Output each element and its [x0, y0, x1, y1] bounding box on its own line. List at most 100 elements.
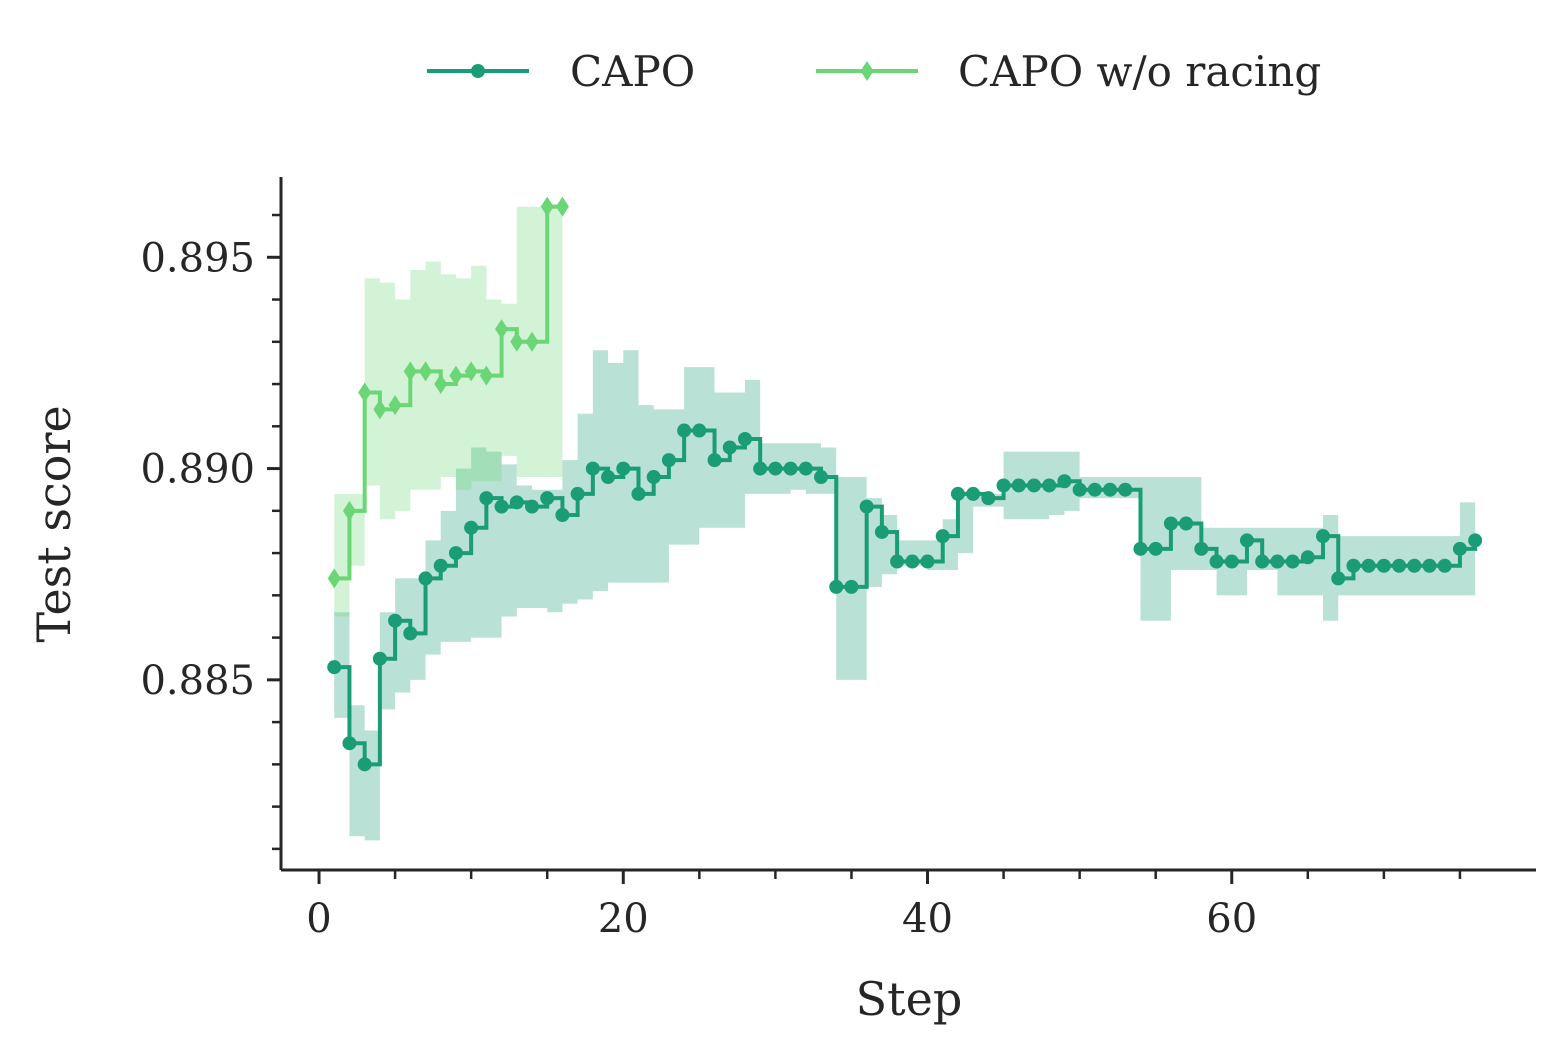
data-point [920, 554, 935, 569]
data-point [448, 546, 463, 561]
data-point [859, 499, 874, 514]
data-point [418, 571, 433, 586]
y-tick-label: 0.890 [140, 447, 255, 493]
data-point [555, 196, 569, 217]
legend-label-0: CAPO [570, 47, 695, 96]
data-point [981, 491, 996, 506]
data-point [1255, 554, 1270, 569]
data-point [890, 554, 905, 569]
data-point [342, 500, 356, 521]
data-point [1148, 541, 1163, 556]
legend: CAPO CAPO w/o racing [427, 47, 1321, 96]
data-point [403, 361, 417, 382]
data-point [1361, 558, 1376, 573]
data-point [1163, 516, 1178, 531]
data-point [1392, 558, 1407, 573]
data-point [966, 486, 981, 501]
data-point [935, 529, 950, 544]
data-point [509, 495, 524, 510]
data-point [388, 613, 403, 628]
x-tick-label: 40 [902, 896, 953, 942]
data-point [1103, 482, 1118, 497]
data-point [358, 382, 372, 403]
data-point [388, 395, 402, 416]
data-point [753, 461, 768, 476]
data-point [1452, 541, 1467, 556]
data-point [707, 453, 722, 468]
confidence-band-1 [334, 206, 563, 617]
data-point [327, 660, 342, 675]
data-point [555, 508, 570, 523]
data-point [449, 365, 463, 386]
y-axis-title: Test score [27, 405, 81, 642]
data-point [1042, 478, 1057, 493]
data-point [1437, 558, 1452, 573]
x-tick-label: 60 [1206, 896, 1257, 942]
data-point [464, 520, 479, 535]
data-point [510, 331, 524, 352]
data-point [814, 470, 829, 485]
data-point [479, 365, 493, 386]
data-point [905, 554, 920, 569]
data-point [1224, 554, 1239, 569]
data-point [357, 757, 372, 772]
legend-label-1: CAPO w/o racing [958, 47, 1321, 96]
data-point [1133, 541, 1148, 556]
data-point [570, 486, 585, 501]
confidence-bands [334, 206, 1476, 841]
data-point [525, 331, 539, 352]
data-point [327, 568, 341, 589]
data-point [844, 579, 859, 594]
data-point [495, 319, 509, 340]
x-tick-label: 20 [598, 896, 649, 942]
data-point [1118, 482, 1133, 497]
data-point [1194, 541, 1209, 556]
data-point [342, 736, 357, 751]
data-point [1209, 554, 1224, 569]
data-point [1011, 478, 1026, 493]
data-point [525, 499, 539, 514]
data-point [950, 486, 965, 501]
data-point [1239, 533, 1254, 548]
data-point [1087, 482, 1102, 497]
data-point [646, 470, 661, 485]
data-point [540, 491, 555, 506]
legend-marker-0 [471, 64, 485, 78]
data-point [1270, 554, 1285, 569]
data-point [996, 478, 1011, 493]
data-point [1468, 533, 1483, 548]
data-point [479, 491, 494, 506]
data-point [434, 374, 448, 395]
y-tick-label: 0.895 [140, 235, 255, 281]
data-point [1346, 558, 1361, 573]
data-point [1331, 571, 1346, 586]
series-markers [327, 196, 1483, 772]
data-point [1072, 482, 1087, 497]
x-tick-label: 0 [306, 896, 331, 942]
data-point [433, 558, 448, 573]
data-point [722, 440, 737, 455]
data-point [874, 524, 889, 539]
data-point [798, 461, 813, 476]
data-point [783, 461, 798, 476]
data-point [1285, 554, 1300, 569]
data-point [1422, 558, 1437, 573]
data-point [1407, 558, 1422, 573]
data-point [737, 431, 752, 446]
series-line-0 [334, 428, 1478, 767]
data-point [677, 423, 692, 438]
x-axis-title: Step [856, 972, 963, 1026]
data-point [631, 486, 646, 501]
axes: 0 20 40 60 0.885 0.890 0.895 [140, 177, 1536, 942]
data-point [1376, 558, 1391, 573]
data-point [540, 196, 554, 217]
data-point [616, 461, 631, 476]
data-point [692, 423, 707, 438]
data-point [585, 461, 600, 476]
data-point [601, 470, 616, 485]
data-point [372, 651, 387, 666]
data-point [661, 453, 676, 468]
y-tick-label: 0.885 [140, 658, 255, 704]
data-point [1179, 516, 1194, 531]
